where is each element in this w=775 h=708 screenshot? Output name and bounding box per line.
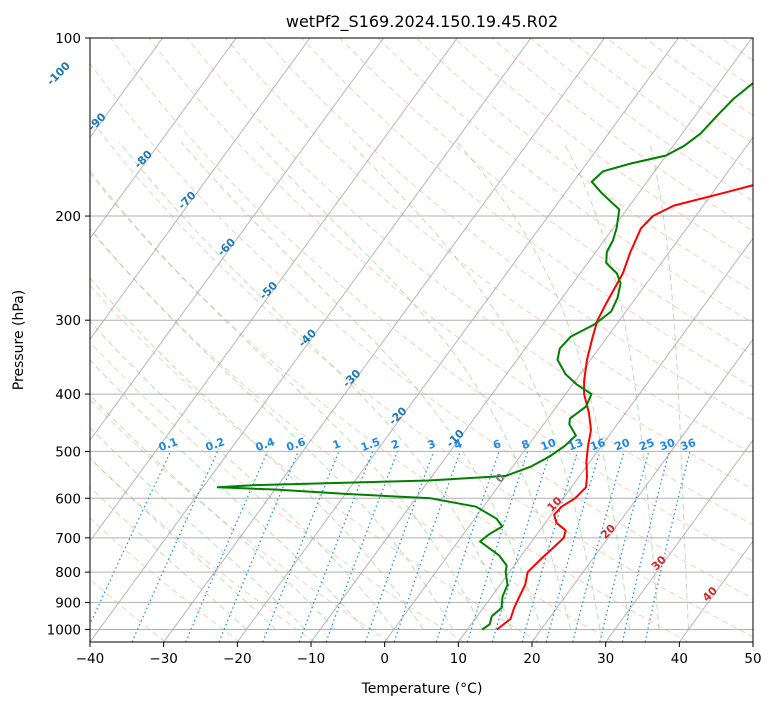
y-tick-label: 300 <box>55 313 81 329</box>
moist-adiabat-line <box>256 141 572 630</box>
dry-adiabat-line <box>90 62 753 600</box>
series-lines <box>216 82 753 631</box>
mixing-ratio-label: 4 <box>452 437 464 452</box>
mixing-ratio-label: 10 <box>539 436 558 454</box>
moist-adiabat-line <box>90 394 336 630</box>
dewpoint-profile-line <box>216 82 753 631</box>
mixing-ratio-label: 0.1 <box>157 435 180 454</box>
dry-adiabat-line <box>224 38 753 456</box>
isotherm-line <box>531 338 753 642</box>
mixing-ratio-line <box>521 451 579 642</box>
moist-adiabat-line <box>456 141 630 630</box>
y-tick-label: 900 <box>55 595 81 611</box>
isotherm-line <box>90 38 458 542</box>
isotherm-line <box>163 38 605 642</box>
mixing-ratio-label: 0.2 <box>204 435 227 454</box>
temperature-profile-line <box>496 184 753 631</box>
mixing-ratio-label: 3 <box>426 437 438 452</box>
moist-adiabat-line <box>181 141 542 630</box>
mixing-ratio-label: 1.5 <box>359 435 382 454</box>
dry-adiabat-line <box>90 228 614 642</box>
isotherm-line <box>310 38 753 642</box>
mixing-ratio-label: 36 <box>679 436 698 454</box>
dry-adiabat-line <box>415 38 753 293</box>
moist-adiabat-line <box>90 457 277 630</box>
x-tick-label: 50 <box>744 651 761 667</box>
mixing-ratio-line <box>262 451 340 642</box>
y-tick-label: 800 <box>55 565 81 581</box>
isotherm-line <box>605 439 753 642</box>
isotherm-line <box>90 38 311 341</box>
dry-adiabat-line <box>110 38 753 562</box>
moist-adiabat-line <box>119 141 513 630</box>
moist-adiabat-line <box>90 320 395 630</box>
x-tick-label: 10 <box>450 651 467 667</box>
moist-adiabat-line <box>90 170 483 630</box>
mixing-ratio-label: 2 <box>389 437 401 452</box>
mixing-ratio-label: 16 <box>588 436 607 454</box>
plot-frame <box>89 37 754 643</box>
x-tick-label: −20 <box>223 651 252 667</box>
x-tick-label: −40 <box>76 651 105 667</box>
mixing-ratio-label: 30 <box>658 436 677 454</box>
chart-title: wetPf2_S169.2024.150.19.45.R02 <box>286 12 558 32</box>
x-axis-label: Temperature (°C) <box>361 681 483 697</box>
x-tick-label: 20 <box>523 651 540 667</box>
isotherm-line <box>90 38 384 442</box>
mixing-ratio-line <box>491 451 551 642</box>
y-tick-label: 600 <box>55 491 81 507</box>
mixing-ratio-label: 0.6 <box>285 435 308 454</box>
mixing-ratio-line <box>466 451 529 642</box>
isotherm-line <box>457 237 753 642</box>
moist-adiabat-line <box>563 141 660 630</box>
x-tick-label: 40 <box>671 651 688 667</box>
dry-adiabat-line <box>90 457 315 642</box>
dry-adiabat-line <box>90 399 390 642</box>
mixing-ratio-label: 13 <box>566 436 585 453</box>
moist-adiabat-line <box>90 227 454 630</box>
y-tick-label: 1000 <box>47 622 81 638</box>
y-axis-label: Pressure (hPa) <box>11 290 27 390</box>
isotherm-line <box>236 38 679 642</box>
dry-adiabat-line <box>90 284 540 642</box>
y-tick-label: 100 <box>55 31 81 47</box>
dry-adiabat-line <box>148 38 753 526</box>
mixing-ratio-label: 1 <box>331 437 343 452</box>
isotherm-line <box>90 38 532 642</box>
x-tick-label: −10 <box>297 651 326 667</box>
y-tick-label: 200 <box>55 209 81 225</box>
axis-ticks: −40 −30 −20 −10 0 10 20 30 40 5010020030040050060… <box>47 31 762 667</box>
mixing-ratio-label: 25 <box>637 436 656 453</box>
y-tick-label: 700 <box>55 531 81 547</box>
x-tick-label: 0 <box>380 651 389 667</box>
mixing-ratio-line <box>644 451 691 642</box>
mixing-ratio-label: 8 <box>520 437 532 452</box>
mixing-ratio-line <box>393 451 461 642</box>
isotherm-line <box>90 38 237 240</box>
dry-adiabat-line <box>377 38 753 324</box>
mixing-ratio-label: 20 <box>613 436 632 454</box>
mixing-ratio-line <box>90 451 172 626</box>
x-tick-label: 30 <box>597 651 614 667</box>
moist-adiabat-line <box>348 141 601 630</box>
mixing-ratio-label: 6 <box>491 437 503 452</box>
y-tick-label: 400 <box>55 387 81 403</box>
dry-adiabat-line <box>186 38 753 490</box>
moist-adiabat-line <box>649 142 689 630</box>
x-tick-label: −30 <box>149 651 178 667</box>
mixing-ratio-label: 0.4 <box>254 435 277 454</box>
y-tick-label: 500 <box>55 444 81 460</box>
isotherm-line <box>384 136 753 642</box>
mixing-ratio-line <box>435 451 500 642</box>
